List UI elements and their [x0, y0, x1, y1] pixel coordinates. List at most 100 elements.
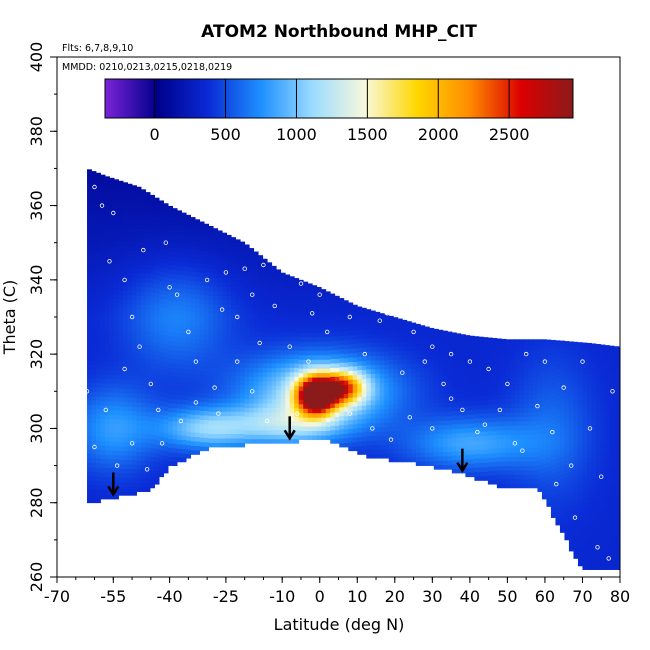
heatmap-cell	[190, 436, 196, 442]
heatmap-cell	[442, 344, 448, 350]
heatmap-cell	[487, 381, 493, 387]
heatmap-cell	[132, 281, 137, 287]
heatmap-cell	[127, 205, 133, 211]
heatmap-cell	[546, 444, 552, 449]
heatmap-cell	[136, 433, 142, 439]
heatmap-cell	[298, 296, 304, 302]
heatmap-cell	[591, 440, 597, 446]
heatmap-cell	[352, 357, 358, 362]
heatmap-cell	[186, 409, 192, 414]
heatmap-cell	[519, 345, 525, 351]
heatmap-cell	[105, 463, 110, 469]
heatmap-cell	[375, 364, 381, 370]
heatmap-cell	[294, 282, 300, 288]
heatmap-cell	[132, 303, 137, 309]
heatmap-cell	[91, 226, 97, 232]
heatmap-cell	[168, 247, 173, 253]
heatmap-cell	[595, 511, 601, 517]
heatmap-cell	[433, 424, 439, 430]
heatmap-cell	[145, 322, 151, 328]
heatmap-cell	[483, 404, 489, 410]
heatmap-cell	[87, 270, 92, 276]
heatmap-cell	[258, 255, 264, 257]
heatmap-cell	[141, 340, 146, 345]
heatmap-cell	[132, 406, 137, 411]
heatmap-cell	[141, 201, 146, 207]
heatmap-cell	[451, 392, 457, 398]
heatmap-cell	[100, 463, 106, 469]
heatmap-cell	[96, 199, 101, 205]
heatmap-cell	[172, 363, 178, 368]
heatmap-cell	[577, 392, 583, 397]
heatmap-cell	[541, 414, 547, 420]
heatmap-cell	[559, 470, 565, 475]
heatmap-cell	[577, 383, 583, 388]
heatmap-cell	[235, 384, 241, 390]
heatmap-cell	[510, 354, 516, 359]
heatmap-cell	[541, 463, 547, 469]
heatmap-cell	[577, 436, 583, 442]
heatmap-cell	[546, 412, 552, 418]
heatmap-cell	[415, 336, 421, 342]
heatmap-cell	[406, 390, 412, 396]
heatmap-cell	[451, 383, 457, 389]
heatmap-cell	[411, 363, 417, 369]
heatmap-cell	[190, 293, 196, 299]
heatmap-cell	[109, 369, 115, 375]
heatmap-cell	[190, 262, 196, 268]
heatmap-cell	[123, 182, 128, 184]
heatmap-cell	[555, 502, 561, 508]
heatmap-cell	[474, 404, 480, 410]
heatmap-cell	[213, 442, 219, 448]
heatmap-cell	[96, 426, 101, 432]
heatmap-cell	[352, 343, 358, 349]
heatmap-cell	[100, 485, 106, 491]
heatmap-cell	[573, 496, 579, 501]
heatmap-cell	[136, 246, 142, 252]
heatmap-cell	[321, 372, 327, 378]
heatmap-cell	[258, 300, 264, 306]
heatmap-cell	[109, 227, 115, 232]
heatmap-cell	[213, 308, 219, 314]
heatmap-cell	[190, 374, 196, 380]
heatmap-cell	[487, 417, 493, 423]
heatmap-cell	[262, 314, 268, 319]
heatmap-cell	[523, 363, 529, 368]
heatmap-cell	[276, 354, 282, 359]
heatmap-cell	[204, 263, 210, 269]
heatmap-cell	[424, 425, 430, 431]
heatmap-cell	[478, 342, 484, 348]
heatmap-cell	[141, 460, 146, 466]
heatmap-cell	[591, 426, 597, 432]
heatmap-cell	[541, 494, 547, 500]
heatmap-cell	[123, 397, 128, 403]
heatmap-cell	[411, 403, 417, 409]
heatmap-cell	[127, 357, 133, 362]
heatmap-cell	[267, 273, 273, 279]
heatmap-cell	[375, 360, 381, 365]
heatmap-cell	[294, 380, 300, 386]
heatmap-cell	[483, 369, 489, 374]
heatmap-cell	[582, 377, 588, 383]
heatmap-cell	[226, 255, 232, 261]
heatmap-cell	[447, 424, 453, 430]
heatmap-cell	[217, 237, 223, 243]
heatmap-cell	[87, 311, 92, 316]
heatmap-cell	[469, 414, 475, 420]
heatmap-cell	[559, 461, 565, 466]
heatmap-cell	[253, 403, 259, 409]
heatmap-cell	[150, 269, 155, 275]
heatmap-cell	[136, 380, 142, 385]
heatmap-cell	[87, 435, 92, 441]
heatmap-cell	[118, 281, 124, 287]
heatmap-cell	[474, 346, 480, 352]
heatmap-cell	[375, 337, 381, 343]
heatmap-cell	[186, 444, 192, 450]
heatmap-cell	[348, 415, 354, 420]
heatmap-cell	[483, 475, 489, 481]
heatmap-cell	[105, 244, 110, 250]
heatmap-cell	[528, 403, 534, 409]
heatmap-cell	[127, 352, 133, 358]
heatmap-cell	[150, 434, 155, 440]
heatmap-cell	[334, 416, 340, 422]
